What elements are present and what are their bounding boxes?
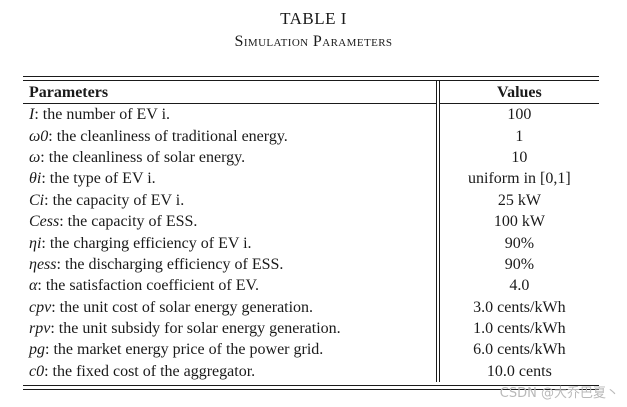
value-cell: 100 <box>435 103 599 126</box>
parameter-description: : the cleanliness of solar energy. <box>40 148 246 166</box>
parameter-symbol: ηi <box>29 234 42 252</box>
table-row: pg: the market energy price of the power… <box>23 339 599 361</box>
bottom-rule <box>23 385 599 387</box>
parameter-cell: ω: the cleanliness of solar energy. <box>23 147 438 168</box>
bottom-rule-second <box>23 389 599 391</box>
value-cell: 25 kW <box>435 189 599 211</box>
value-cell: 6.0 cents/kWh <box>435 339 599 361</box>
parameter-description: : the market energy price of the power g… <box>45 341 324 359</box>
table-subtitle-text: Simulation Parameters <box>234 33 393 50</box>
parameter-cell: ω0: the cleanliness of traditional energ… <box>23 125 438 146</box>
parameter-description: : the satisfaction coefficient of EV. <box>37 277 259 295</box>
parameter-symbol: ηess <box>29 255 57 273</box>
parameter-symbol: cpv <box>29 298 52 316</box>
header-values: Values <box>435 81 599 104</box>
table-row: Cess: the capacity of ESS. 100 kW <box>23 210 599 233</box>
value-cell: 4.0 <box>435 275 599 297</box>
parameter-cell: Cess: the capacity of ESS. <box>23 211 438 232</box>
table-title: TABLE I <box>280 9 347 28</box>
parameter-cell: ηi: the charging efficiency of EV i. <box>23 232 438 253</box>
parameter-cell: cpv: the unit cost of solar energy gener… <box>23 297 438 318</box>
header-parameters: Parameters <box>23 81 438 104</box>
value-cell: 1 <box>435 125 599 147</box>
table-row: I: the number of EV i. 100 <box>23 103 599 126</box>
table-row: rpv: the unit subsidy for solar energy g… <box>23 317 599 340</box>
value-cell: uniform in [0,1] <box>435 168 599 190</box>
table-header-row: Parameters Values <box>23 81 599 104</box>
parameter-cell: α: the satisfaction coefficient of EV. <box>23 275 438 296</box>
parameter-description: : the fixed cost of the aggregator. <box>44 362 256 380</box>
parameter-symbol: pg <box>29 341 45 359</box>
top-rule-second <box>23 80 599 81</box>
table-row: c0: the fixed cost of the aggregator. 10.… <box>23 360 599 383</box>
table-row: θi: the type of EV i. uniform in [0,1] <box>23 168 599 190</box>
parameter-symbol: c0 <box>29 362 45 380</box>
value-cell: 90% <box>435 232 599 254</box>
parameter-cell: I: the number of EV i. <box>23 104 438 126</box>
value-cell: 3.0 cents/kWh <box>435 296 599 318</box>
parameter-cell: ηess: the discharging efficiency of ESS. <box>23 254 438 275</box>
parameter-symbol: Cess <box>29 213 60 231</box>
parameter-cell: Ci: the capacity of EV i. <box>23 190 438 211</box>
table-row: ηi: the charging efficiency of EV i. 90% <box>23 232 599 254</box>
parameter-symbol: θi <box>29 170 42 188</box>
table-row: α: the satisfaction coefficient of EV. 4.… <box>23 275 599 297</box>
parameter-symbol: ω <box>29 148 41 166</box>
parameter-description: : the cleanliness of traditional energy. <box>48 127 288 145</box>
parameter-cell: rpv: the unit subsidy for solar energy g… <box>23 318 438 339</box>
parameter-cell: c0: the fixed cost of the aggregator. <box>23 361 438 382</box>
parameter-cell: pg: the market energy price of the power… <box>23 339 438 360</box>
parameter-description: : the unit cost of solar energy generati… <box>51 298 314 316</box>
parameter-symbol: rpv <box>29 320 51 338</box>
table-row: ηess: the discharging efficiency of ESS.… <box>23 253 599 276</box>
parameter-description: : the type of EV i. <box>41 170 156 188</box>
table-row: cpv: the unit cost of solar energy gener… <box>23 296 599 318</box>
parameter-description: : the capacity of ESS. <box>59 213 198 231</box>
parameter-description: : the charging efficiency of EV i. <box>41 234 252 252</box>
table-row: Ci: the capacity of EV i. 25 kW <box>23 189 599 211</box>
parameter-cell: θi: the type of EV i. <box>23 168 438 189</box>
watermark-text: CSDN @大乔巴夏丶 <box>499 386 619 401</box>
parameter-symbol: α <box>29 277 38 295</box>
parameter-symbol: ω0 <box>29 127 49 145</box>
value-cell: 90% <box>435 253 599 276</box>
parameter-description: : the discharging efficiency of ESS. <box>56 255 284 273</box>
table-row: ω0: the cleanliness of traditional energ… <box>23 125 599 147</box>
parameter-description: : the number of EV i. <box>34 106 171 124</box>
parameter-description: : the capacity of EV i. <box>44 191 185 209</box>
parameters-table: Parameters Values I: the number of EV i.… <box>23 76 599 391</box>
value-cell: 100 kW <box>435 210 599 233</box>
table-subtitle: Simulation Parameters <box>0 33 627 51</box>
parameter-symbol: Ci <box>29 191 45 209</box>
value-cell: 10 <box>435 146 599 169</box>
parameter-description: : the unit subsidy for solar energy gene… <box>50 320 341 338</box>
table-body: Parameters Values I: the number of EV i.… <box>23 81 599 383</box>
parameter-symbol: I <box>29 106 35 124</box>
top-rule <box>23 76 599 77</box>
value-cell: 1.0 cents/kWh <box>435 317 599 340</box>
table-row: ω: the cleanliness of solar energy. 10 <box>23 146 599 169</box>
value-cell: 10.0 cents <box>435 360 599 383</box>
